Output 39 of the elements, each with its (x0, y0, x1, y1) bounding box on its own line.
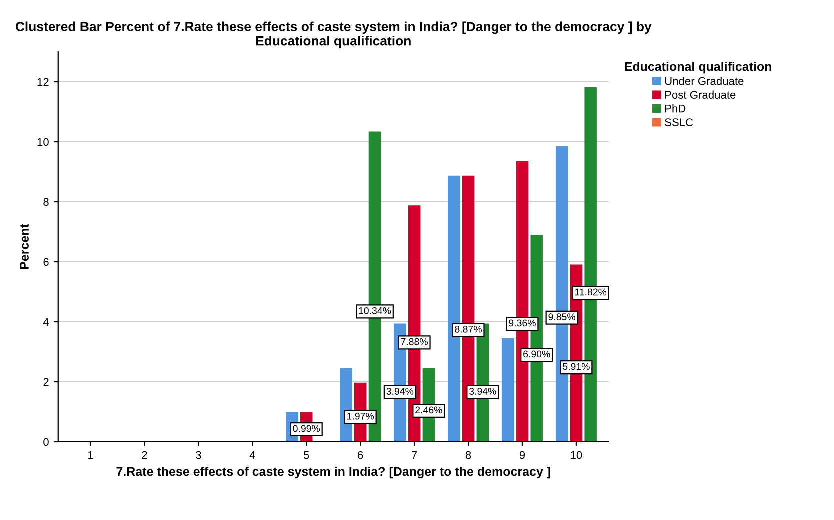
legend-label: Post Graduate (665, 90, 736, 99)
x-tick-label: 5 (304, 451, 310, 460)
legend-title: Educational qualification (625, 62, 772, 74)
legend-label: PhD (665, 104, 686, 113)
data-label: 11.82% (575, 288, 607, 296)
x-tick-label: 4 (250, 451, 256, 460)
data-label: 9.36% (509, 320, 536, 327)
chart-title: Clustered Bar Percent of 7.Rate these effects of caste system in India? [Danger to the democracy ] by Educational qualification (16, 22, 652, 48)
y-tick-label: 6 (44, 258, 49, 266)
y-tick-label: 12 (38, 78, 49, 86)
y-tick-label: 0 (44, 438, 49, 446)
x-tick-label: 8 (466, 451, 472, 460)
y-tick-label: 4 (43, 318, 50, 326)
data-label: 0.99% (293, 425, 320, 432)
x-tick-label: 3 (196, 451, 202, 460)
data-label: 9.85% (548, 314, 576, 320)
x-tick-label: 1 (88, 451, 94, 460)
x-tick-label: 2 (142, 451, 148, 460)
legend-label: Under Graduate (665, 77, 744, 86)
x-tick-label: 9 (520, 451, 526, 460)
data-label: 7.88% (401, 338, 428, 346)
data-label: 3.94% (386, 388, 414, 395)
x-axis-title: 7.Rate these effects of caste system in India? [Danger to the democracy ] (116, 466, 550, 479)
legend-label: SSLC (665, 118, 694, 126)
data-label: 5.91% (563, 363, 590, 370)
y-tick-label: 2 (44, 378, 49, 386)
data-label: 2.46% (416, 406, 442, 414)
y-axis-title: Percent (20, 224, 29, 270)
data-label: 6.90% (524, 350, 550, 358)
y-tick-label: 8 (44, 198, 49, 206)
data-label: 10.34% (359, 307, 392, 314)
x-tick-label: 10 (571, 451, 582, 460)
x-tick-label: 6 (358, 451, 364, 460)
y-tick-label: 10 (38, 138, 49, 146)
bar (502, 338, 514, 442)
data-label: 3.94% (469, 388, 496, 395)
x-tick-label: 7 (412, 451, 418, 460)
data-label: 8.87% (455, 326, 482, 333)
data-label: 1.97% (348, 412, 374, 420)
